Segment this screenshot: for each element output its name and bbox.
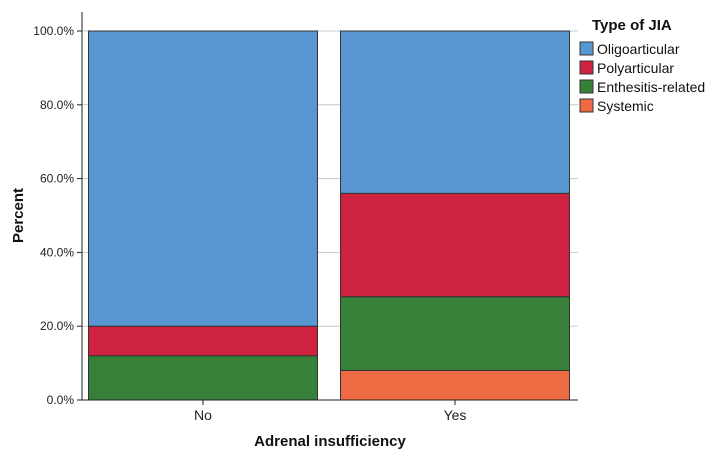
y-tick-label: 20.0% bbox=[40, 319, 74, 333]
legend-swatch bbox=[579, 41, 594, 56]
legend-label: Polyarticular bbox=[597, 60, 674, 76]
legend-title: Type of JIA bbox=[592, 17, 672, 34]
legend-swatch bbox=[579, 60, 594, 75]
legend-swatch bbox=[579, 79, 594, 94]
bar-segment-enthesitis-related-yes bbox=[340, 296, 570, 371]
axes bbox=[81, 12, 578, 401]
x-axis-title: Adrenal insufficiency bbox=[254, 433, 406, 450]
y-tick-label: 80.0% bbox=[40, 98, 74, 112]
bar-segment-oligoarticular-no bbox=[88, 30, 318, 327]
bar-segment-systemic-yes bbox=[340, 369, 570, 401]
legend-label: Oligoarticular bbox=[597, 41, 680, 57]
y-tick-labels: 0.0% 20.0% 40.0% 60.0% 80.0% 100.0% bbox=[33, 24, 82, 407]
y-tick-label: 0.0% bbox=[47, 393, 75, 407]
bars bbox=[88, 30, 570, 401]
legend-swatch bbox=[579, 98, 594, 113]
x-tick-labels: No Yes bbox=[194, 400, 466, 423]
bar-segment-polyarticular-yes bbox=[340, 192, 570, 298]
bar-segment-polyarticular-no bbox=[88, 325, 318, 357]
x-tick-label: Yes bbox=[444, 407, 467, 423]
y-tick-label: 100.0% bbox=[33, 24, 74, 38]
y-axis-title: Percent bbox=[10, 188, 27, 243]
bar-segment-enthesitis-related-no bbox=[88, 355, 318, 401]
y-tick-label: 60.0% bbox=[40, 172, 74, 186]
x-tick-label: No bbox=[194, 407, 212, 423]
bar-segment-oligoarticular-yes bbox=[340, 30, 570, 194]
y-tick-label: 40.0% bbox=[40, 245, 74, 259]
legend: Type of JIA Oligoarticular Polyarticular E… bbox=[579, 17, 705, 114]
legend-label: Systemic bbox=[597, 98, 654, 114]
legend-label: Enthesitis-related bbox=[597, 79, 705, 95]
